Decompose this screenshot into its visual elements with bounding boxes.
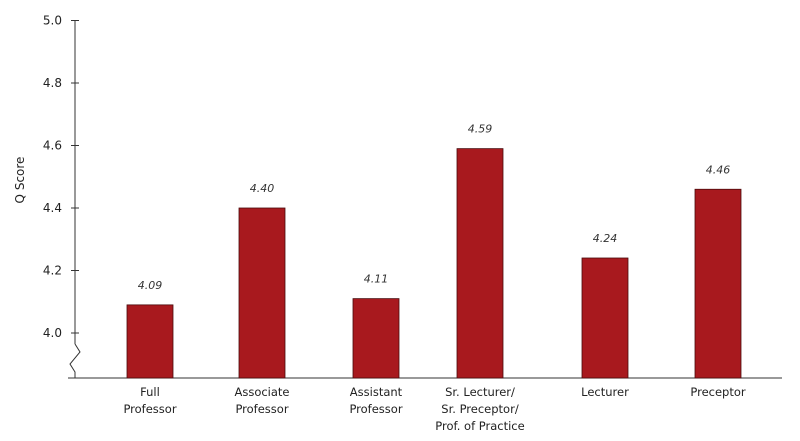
y-tick-label: 4.8 — [43, 76, 62, 90]
x-category-label-line: Professor — [235, 402, 288, 416]
y-axis: 5.0 4.8 4.6 4.4 4.2 4.0 — [43, 14, 81, 378]
value-label: 4.11 — [364, 273, 389, 286]
x-category-label-line: Prof. of Practice — [435, 419, 524, 433]
bar — [238, 207, 286, 379]
x-category-label-line: Full — [140, 385, 160, 399]
x-category-label: Associate Professor — [234, 385, 289, 416]
y-tick-label: 4.2 — [43, 264, 62, 278]
x-category-label-line: Assistant — [350, 385, 403, 399]
axis-break-mark — [69, 343, 81, 378]
value-label: 4.46 — [706, 163, 731, 176]
y-tick-label: 4.6 — [43, 139, 62, 153]
y-tick-label: 4.4 — [43, 201, 62, 215]
x-category-label-line: Lecturer — [581, 385, 629, 399]
x-category-label: Assistant Professor — [349, 385, 402, 416]
value-label: 4.09 — [138, 279, 163, 292]
x-category-label: Sr. Lecturer/Sr. Preceptor/Prof. of Prac… — [435, 385, 524, 433]
bar — [456, 148, 504, 379]
x-category-label-line: Sr. Preceptor/ — [441, 402, 519, 416]
x-category-label: Preceptor — [690, 385, 746, 399]
y-tick-label: 5.0 — [43, 14, 62, 28]
y-axis-title: Q Score — [13, 157, 27, 204]
value-label: 4.40 — [250, 182, 275, 195]
y-tick-label: 4.0 — [43, 326, 62, 340]
bars — [126, 148, 742, 379]
x-category-label-line: Preceptor — [690, 385, 746, 399]
x-category-label-line: Professor — [123, 402, 176, 416]
bar — [126, 304, 174, 379]
bar — [694, 188, 742, 379]
x-category-label-line: Sr. Lecturer/ — [445, 385, 515, 399]
value-label: 4.24 — [593, 232, 618, 245]
x-category-label-line: Professor — [349, 402, 402, 416]
value-label: 4.59 — [468, 123, 493, 136]
x-category-label-line: Associate — [234, 385, 289, 399]
bar — [352, 298, 400, 379]
bar — [581, 257, 629, 379]
value-labels: 4.09 4.40 4.11 4.59 4.24 4.46 — [138, 123, 731, 292]
x-category-label: Full Professor — [123, 385, 176, 416]
x-category-label: Lecturer — [581, 385, 629, 399]
